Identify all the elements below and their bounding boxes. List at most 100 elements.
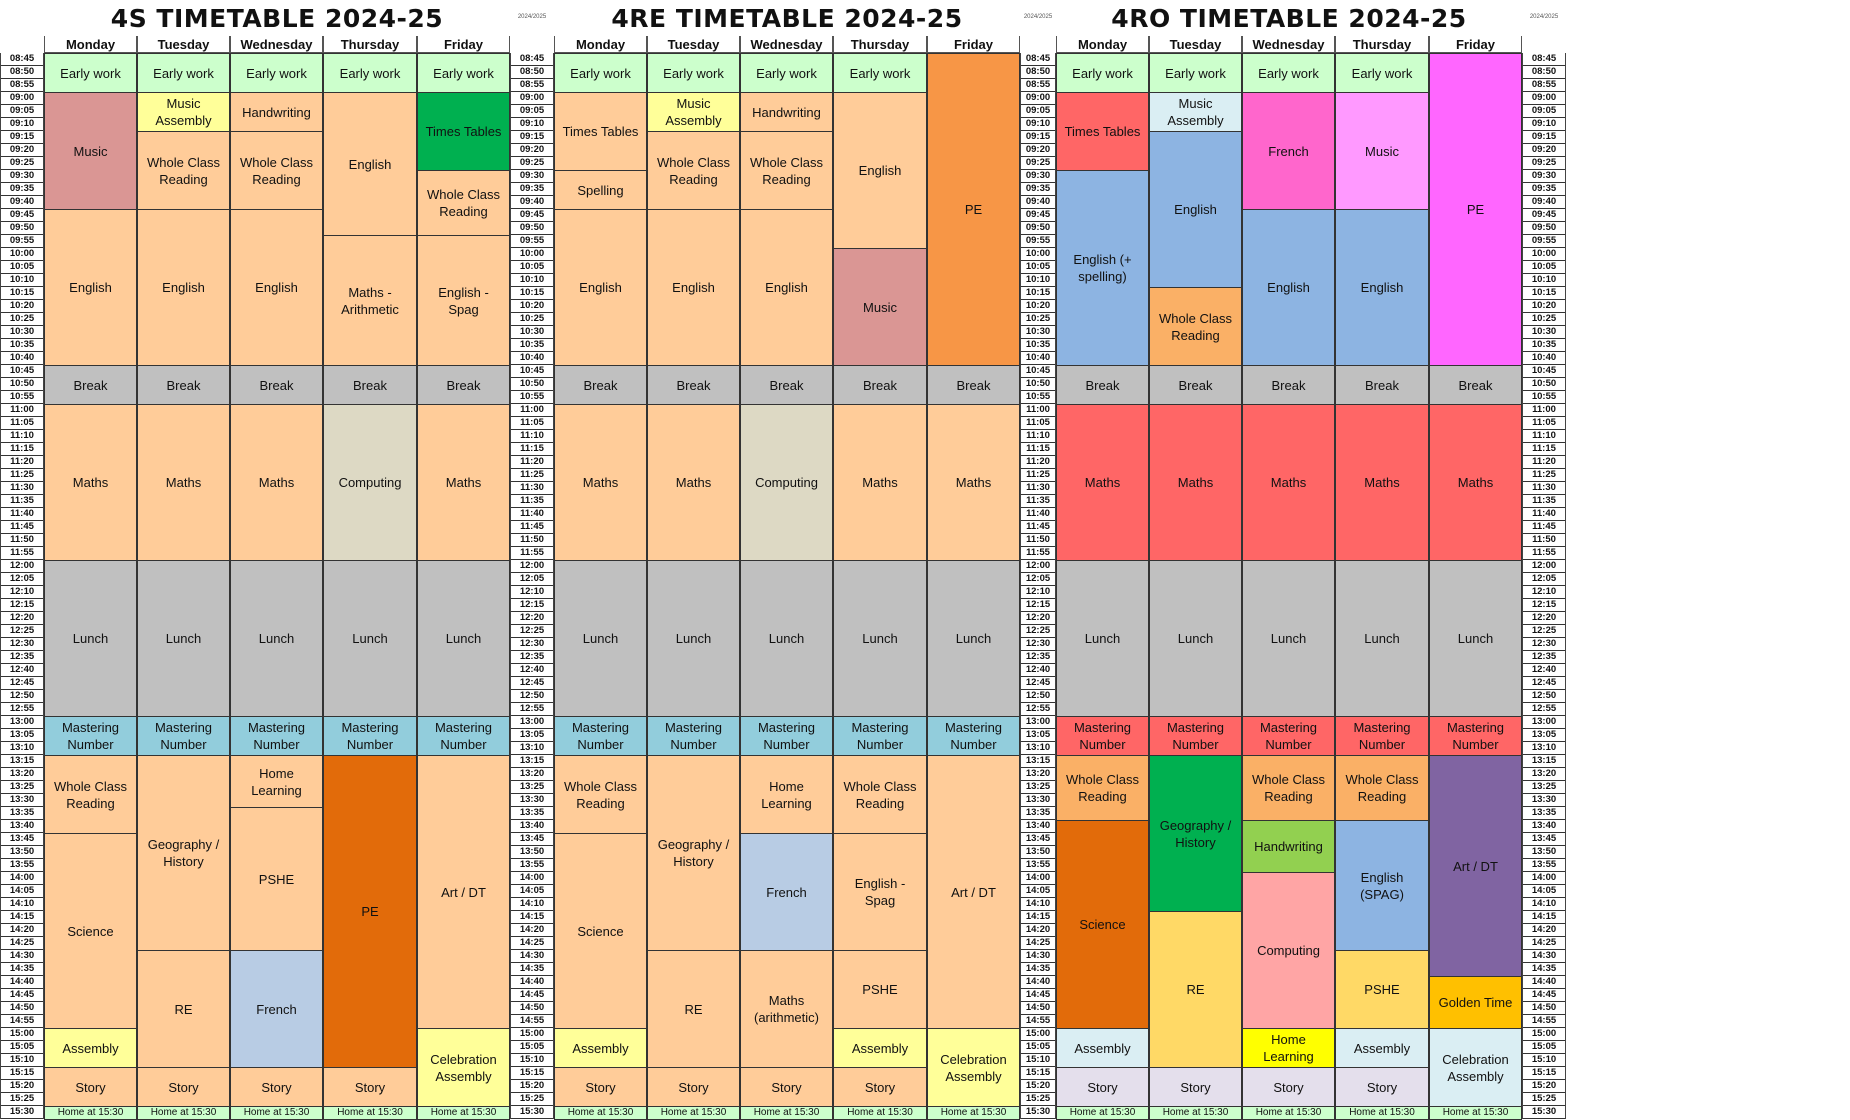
lesson-cell[interactable]: Early work (1149, 53, 1242, 93)
lesson-cell[interactable]: Story (647, 1067, 740, 1107)
lesson-cell[interactable]: Break (323, 365, 417, 405)
lesson-cell[interactable]: Computing (1242, 872, 1335, 1029)
lesson-cell[interactable]: Whole Class Reading (137, 131, 230, 210)
lesson-cell[interactable]: Lunch (740, 560, 833, 717)
lesson-cell[interactable]: Music (833, 248, 927, 366)
lesson-cell[interactable]: Story (1149, 1067, 1242, 1107)
lesson-cell[interactable]: Early work (1056, 53, 1149, 93)
lesson-cell[interactable]: Mastering Number (417, 716, 510, 756)
lesson-cell[interactable]: Maths (arithmetic) (740, 950, 833, 1068)
lesson-cell[interactable]: Maths - Arithmetic (323, 235, 417, 366)
lesson-cell[interactable]: Break (554, 365, 647, 405)
lesson-cell[interactable]: Whole Class Reading (417, 170, 510, 236)
lesson-cell[interactable]: Science (1056, 820, 1149, 1029)
lesson-cell[interactable]: Early work (137, 53, 230, 93)
lesson-cell[interactable]: Break (417, 365, 510, 405)
lesson-cell[interactable]: PSHE (230, 807, 323, 951)
lesson-cell[interactable]: Handwriting (230, 92, 323, 132)
lesson-cell[interactable]: Mastering Number (1429, 716, 1522, 756)
home-time-cell[interactable]: Home at 15:30 (1429, 1106, 1522, 1120)
lesson-cell[interactable]: Maths (647, 404, 740, 561)
lesson-cell[interactable]: Story (1335, 1067, 1429, 1107)
lesson-cell[interactable]: PE (323, 755, 417, 1068)
lesson-cell[interactable]: Story (740, 1067, 833, 1107)
lesson-cell[interactable]: English (740, 209, 833, 366)
lesson-cell[interactable]: Story (323, 1067, 417, 1107)
lesson-cell[interactable]: Mastering Number (137, 716, 230, 756)
lesson-cell[interactable]: Mastering Number (1242, 716, 1335, 756)
lesson-cell[interactable]: Assembly (1335, 1028, 1429, 1068)
lesson-cell[interactable]: Mastering Number (554, 716, 647, 756)
lesson-cell[interactable]: Lunch (137, 560, 230, 717)
lesson-cell[interactable]: French (740, 833, 833, 951)
lesson-cell[interactable]: Early work (647, 53, 740, 93)
lesson-cell[interactable]: Early work (740, 53, 833, 93)
lesson-cell[interactable]: English (323, 92, 417, 236)
home-time-cell[interactable]: Home at 15:30 (1149, 1106, 1242, 1120)
lesson-cell[interactable]: Whole Class Reading (833, 755, 927, 834)
lesson-cell[interactable]: Music (1335, 92, 1429, 210)
lesson-cell[interactable]: Whole Class Reading (230, 131, 323, 210)
lesson-cell[interactable]: Mastering Number (1056, 716, 1149, 756)
lesson-cell[interactable]: Lunch (833, 560, 927, 717)
lesson-cell[interactable]: Whole Class Reading (44, 755, 137, 834)
lesson-cell[interactable]: Maths (1242, 404, 1335, 561)
lesson-cell[interactable]: Celebration Assembly (927, 1028, 1020, 1107)
lesson-cell[interactable]: Maths (927, 404, 1020, 561)
lesson-cell[interactable]: Story (1242, 1067, 1335, 1107)
lesson-cell[interactable]: Assembly (554, 1028, 647, 1068)
home-time-cell[interactable]: Home at 15:30 (554, 1106, 647, 1120)
lesson-cell[interactable]: Lunch (1056, 560, 1149, 717)
lesson-cell[interactable]: English (+ spelling) (1056, 170, 1149, 366)
home-time-cell[interactable]: Home at 15:30 (230, 1106, 323, 1120)
lesson-cell[interactable]: Whole Class Reading (647, 131, 740, 210)
lesson-cell[interactable]: Break (44, 365, 137, 405)
lesson-cell[interactable]: Break (137, 365, 230, 405)
lesson-cell[interactable]: Mastering Number (1149, 716, 1242, 756)
lesson-cell[interactable]: Times Tables (417, 92, 510, 171)
lesson-cell[interactable]: Home Learning (1242, 1028, 1335, 1068)
lesson-cell[interactable]: Geography / History (137, 755, 230, 951)
lesson-cell[interactable]: French (230, 950, 323, 1068)
home-time-cell[interactable]: Home at 15:30 (740, 1106, 833, 1120)
lesson-cell[interactable]: Break (1335, 365, 1429, 405)
lesson-cell[interactable]: Whole Class Reading (740, 131, 833, 210)
home-time-cell[interactable]: Home at 15:30 (1056, 1106, 1149, 1120)
lesson-cell[interactable]: Assembly (44, 1028, 137, 1068)
lesson-cell[interactable]: English (SPAG) (1335, 820, 1429, 951)
lesson-cell[interactable]: Lunch (927, 560, 1020, 717)
lesson-cell[interactable]: Maths (1056, 404, 1149, 561)
lesson-cell[interactable]: Break (1429, 365, 1522, 405)
lesson-cell[interactable]: Break (1056, 365, 1149, 405)
lesson-cell[interactable]: Whole Class Reading (1149, 287, 1242, 366)
lesson-cell[interactable]: Maths (1335, 404, 1429, 561)
lesson-cell[interactable]: Computing (323, 404, 417, 561)
home-time-cell[interactable]: Home at 15:30 (417, 1106, 510, 1120)
lesson-cell[interactable]: Golden Time (1429, 976, 1522, 1029)
lesson-cell[interactable]: Geography / History (1149, 755, 1242, 912)
lesson-cell[interactable]: Break (230, 365, 323, 405)
lesson-cell[interactable]: Break (833, 365, 927, 405)
lesson-cell[interactable]: Lunch (44, 560, 137, 717)
lesson-cell[interactable]: Music Assembly (1149, 92, 1242, 132)
lesson-cell[interactable]: Maths (137, 404, 230, 561)
lesson-cell[interactable]: English (554, 209, 647, 366)
lesson-cell[interactable]: English (647, 209, 740, 366)
lesson-cell[interactable]: Assembly (833, 1028, 927, 1068)
lesson-cell[interactable]: Maths (1149, 404, 1242, 561)
lesson-cell[interactable]: Lunch (1242, 560, 1335, 717)
lesson-cell[interactable]: Art / DT (417, 755, 510, 1029)
home-time-cell[interactable]: Home at 15:30 (1242, 1106, 1335, 1120)
lesson-cell[interactable]: Times Tables (1056, 92, 1149, 171)
lesson-cell[interactable]: Story (1056, 1067, 1149, 1107)
lesson-cell[interactable]: PE (927, 53, 1020, 366)
lesson-cell[interactable]: Lunch (1335, 560, 1429, 717)
lesson-cell[interactable]: Early work (554, 53, 647, 93)
home-time-cell[interactable]: Home at 15:30 (833, 1106, 927, 1120)
lesson-cell[interactable]: RE (647, 950, 740, 1068)
lesson-cell[interactable]: Early work (230, 53, 323, 93)
lesson-cell[interactable]: Mastering Number (323, 716, 417, 756)
lesson-cell[interactable]: Whole Class Reading (1056, 755, 1149, 821)
lesson-cell[interactable]: Story (44, 1067, 137, 1107)
lesson-cell[interactable]: Maths (230, 404, 323, 561)
